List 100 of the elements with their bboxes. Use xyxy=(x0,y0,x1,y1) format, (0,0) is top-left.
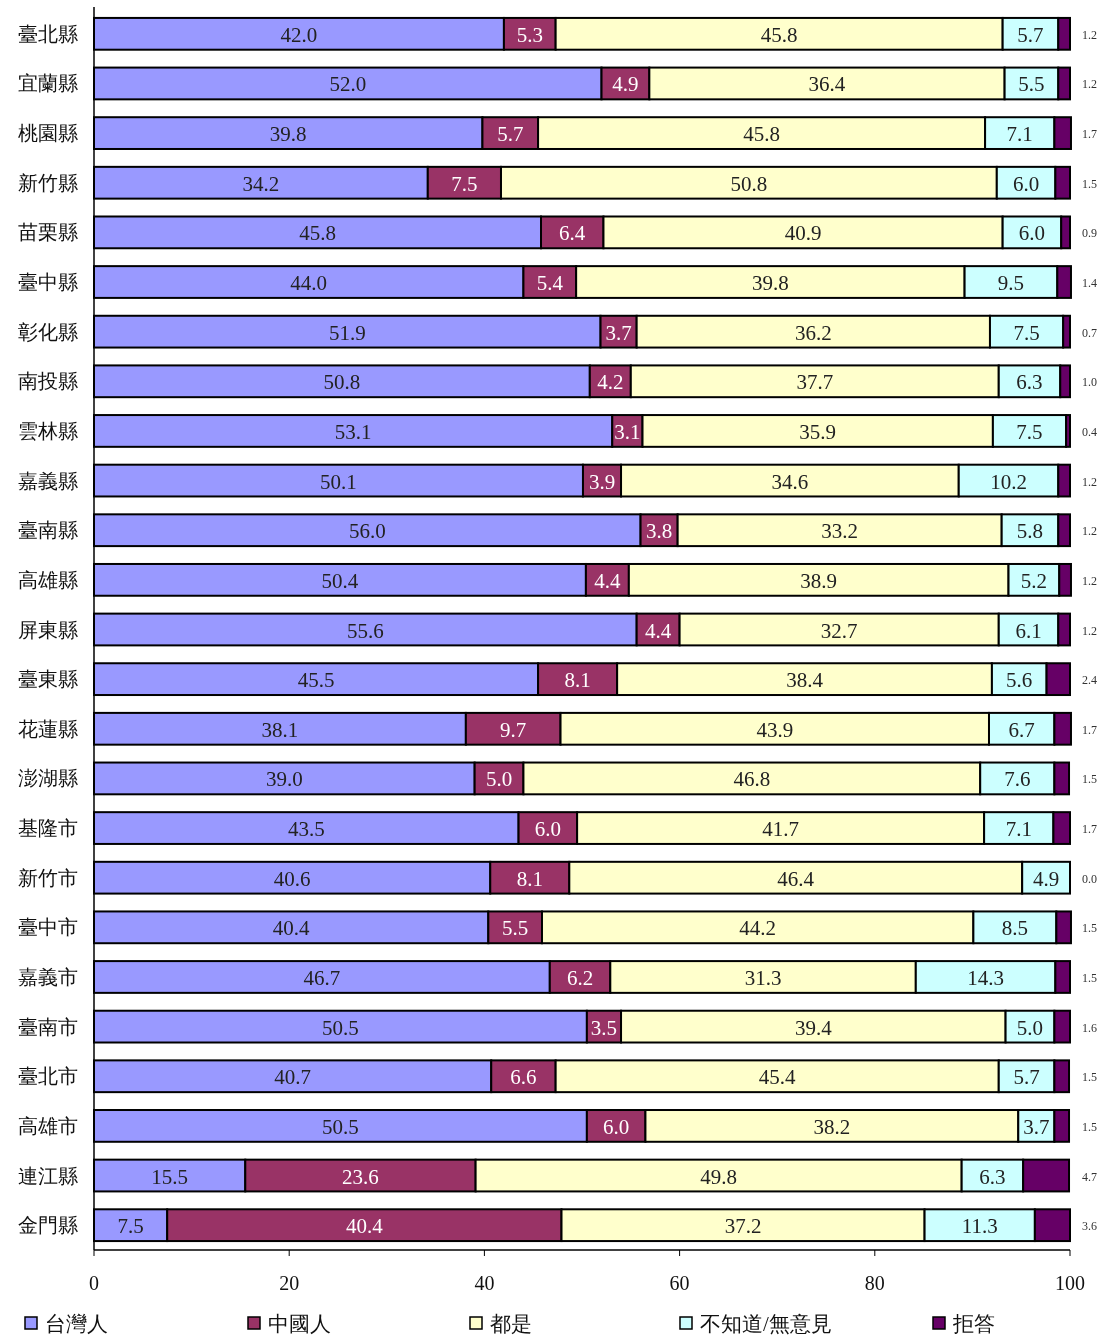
data-label: 36.2 xyxy=(794,320,832,345)
y-tick-label: 嘉義縣 xyxy=(18,469,78,492)
data-label: 5.2 xyxy=(1020,568,1048,593)
data-label: 38.2 xyxy=(813,1114,851,1139)
data-label: 50.1 xyxy=(320,469,357,494)
y-tick-label: 臺中市 xyxy=(18,916,78,939)
data-label: 51.9 xyxy=(328,320,366,345)
data-label: 6.3 xyxy=(979,1164,1006,1189)
data-label: 3.5 xyxy=(590,1015,618,1040)
data-label: 45.4 xyxy=(758,1065,797,1090)
data-label: 1.7 xyxy=(1082,127,1097,142)
data-label: 6.0 xyxy=(603,1114,630,1139)
data-label: 55.6 xyxy=(346,618,384,643)
data-label: 7.5 xyxy=(451,171,478,196)
data-label: 34.2 xyxy=(242,171,280,196)
data-label: 44.2 xyxy=(739,916,777,941)
y-tick-label: 屏東縣 xyxy=(18,618,78,641)
data-label: 7.1 xyxy=(1006,122,1033,147)
data-label: 1.5 xyxy=(1082,176,1097,191)
legend-label: 不知道/無意見 xyxy=(700,1312,832,1335)
data-label: 1.5 xyxy=(1082,1070,1097,1085)
data-label: 45.8 xyxy=(743,122,780,147)
y-tick-label: 金門縣 xyxy=(18,1214,78,1237)
data-label: 1.2 xyxy=(1082,27,1097,42)
data-label: 40.6 xyxy=(273,866,311,891)
data-label: 8.1 xyxy=(516,866,543,891)
data-label: 39.8 xyxy=(269,122,307,147)
x-tick-label: 40 xyxy=(474,1272,495,1294)
data-label: 50.4 xyxy=(321,568,359,593)
data-label: 7.5 xyxy=(117,1214,144,1239)
data-label: 1.2 xyxy=(1082,573,1097,588)
data-label: 4.7 xyxy=(1082,1169,1097,1184)
data-label: 5.6 xyxy=(1006,668,1033,693)
data-label: 49.8 xyxy=(700,1164,738,1189)
y-tick-label: 彰化縣 xyxy=(18,320,78,343)
y-tick-label: 臺北縣 xyxy=(18,22,78,45)
data-label: 4.2 xyxy=(597,370,624,395)
x-tick-label: 0 xyxy=(89,1272,99,1294)
y-tick-label: 新竹市 xyxy=(18,866,78,889)
data-label: 5.4 xyxy=(536,271,564,296)
y-tick-label: 臺南縣 xyxy=(18,519,78,542)
data-label: 0.7 xyxy=(1082,325,1097,340)
data-label: 5.8 xyxy=(1016,519,1044,544)
legend-label: 都是 xyxy=(490,1312,532,1335)
data-label: 6.0 xyxy=(1012,171,1040,196)
y-tick-label: 宜蘭縣 xyxy=(18,72,78,95)
data-label: 4.4 xyxy=(594,568,621,593)
data-label: 1.2 xyxy=(1082,77,1097,92)
data-label: 43.5 xyxy=(287,817,325,842)
data-label: 39.8 xyxy=(751,271,789,296)
y-tick-label: 臺北市 xyxy=(18,1065,78,1088)
y-tick-label: 桃園縣 xyxy=(18,122,78,145)
x-tick-label: 20 xyxy=(279,1272,300,1294)
legend-label: 拒答 xyxy=(952,1312,995,1335)
data-label: 32.7 xyxy=(820,618,858,643)
y-tick-label: 澎湖縣 xyxy=(18,767,78,790)
data-label: 6.4 xyxy=(559,221,586,246)
data-label: 44.0 xyxy=(290,271,328,296)
data-label: 5.3 xyxy=(516,22,543,47)
data-label: 5.7 xyxy=(497,122,524,147)
data-label: 9.7 xyxy=(500,717,527,742)
data-label: 5.0 xyxy=(1016,1015,1044,1040)
data-label: 1.5 xyxy=(1082,970,1097,985)
legend-label: 台灣人 xyxy=(45,1312,108,1335)
data-label: 50.8 xyxy=(730,171,768,196)
data-label: 46.7 xyxy=(303,965,341,990)
data-label: 39.4 xyxy=(794,1015,833,1040)
data-label: 0.9 xyxy=(1082,226,1097,241)
data-label: 39.0 xyxy=(265,767,303,792)
data-label: 46.4 xyxy=(777,866,815,891)
y-tick-label: 嘉義市 xyxy=(18,965,78,988)
data-label: 45.8 xyxy=(299,221,336,246)
data-label: 45.5 xyxy=(297,668,335,693)
data-label: 5.0 xyxy=(485,767,513,792)
data-label: 52.0 xyxy=(329,72,367,97)
y-tick-label: 基隆市 xyxy=(18,817,78,840)
data-label: 38.4 xyxy=(786,668,824,693)
data-label: 14.3 xyxy=(967,965,1004,990)
data-label: 7.6 xyxy=(1004,767,1031,792)
data-label: 1.7 xyxy=(1082,822,1097,837)
data-label: 7.5 xyxy=(1013,320,1040,345)
data-label: 23.6 xyxy=(342,1164,379,1189)
data-label: 6.0 xyxy=(534,817,561,842)
y-tick-label: 臺南市 xyxy=(18,1015,78,1038)
y-tick-label: 新竹縣 xyxy=(18,171,78,194)
data-label: 10.2 xyxy=(990,469,1027,494)
data-label: 11.3 xyxy=(961,1214,998,1239)
data-label: 35.9 xyxy=(799,419,837,444)
data-label: 1.2 xyxy=(1082,623,1097,638)
data-label: 37.7 xyxy=(796,370,834,395)
data-label: 3.7 xyxy=(605,320,632,345)
data-label: 0.4 xyxy=(1082,424,1097,439)
data-label: 1.2 xyxy=(1082,474,1097,489)
data-label: 34.6 xyxy=(771,469,809,494)
data-label: 6.7 xyxy=(1008,717,1035,742)
y-tick-label: 高雄市 xyxy=(18,1114,78,1137)
data-label: 56.0 xyxy=(348,519,386,544)
data-label: 1.7 xyxy=(1082,722,1097,737)
y-tick-label: 臺中縣 xyxy=(18,271,78,294)
data-label: 36.4 xyxy=(808,72,846,97)
